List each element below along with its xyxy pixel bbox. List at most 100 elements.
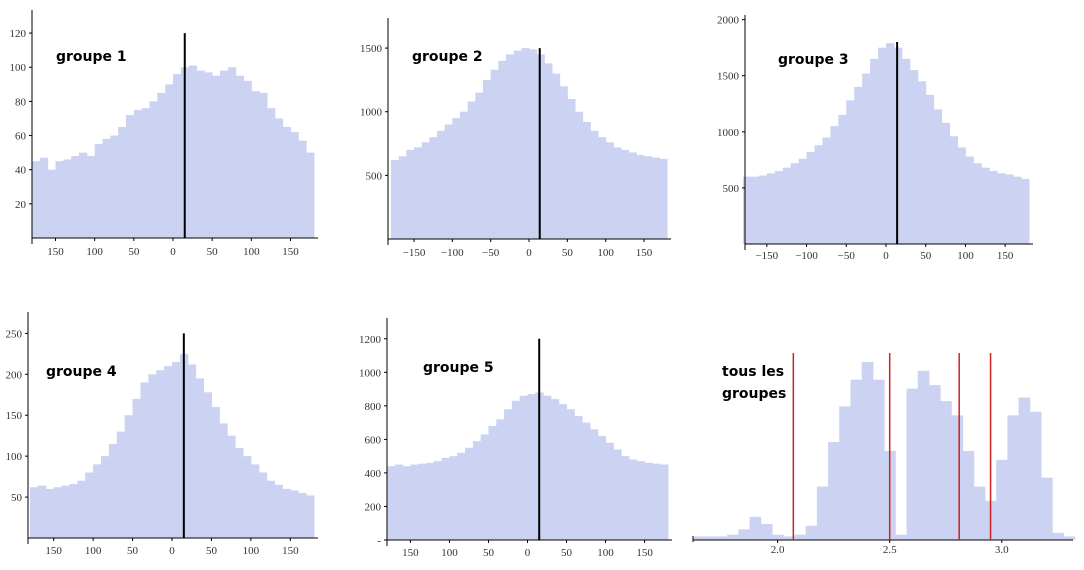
histogram-bar: [743, 176, 752, 244]
histogram-bar: [909, 70, 919, 244]
histogram-bar: [504, 409, 513, 540]
histogram-bar: [552, 73, 561, 239]
title-all-groups: tous les groupes: [722, 361, 786, 405]
histogram-bar: [513, 50, 522, 239]
histogram-bar: [575, 111, 584, 239]
x-tick-label: 150: [45, 545, 62, 557]
x-tick-label: 0: [883, 250, 889, 262]
histogram-bar: [989, 171, 998, 244]
x-tick-label: 50: [561, 547, 573, 559]
histogram-bar: [997, 173, 1006, 244]
histogram-bar: [267, 108, 276, 238]
y-tick-label: 1000: [359, 367, 382, 379]
histogram-bar: [79, 152, 88, 238]
histogram-bar: [391, 160, 400, 239]
histogram-bar: [47, 169, 56, 238]
histogram-bar: [772, 534, 784, 540]
histogram-bar: [566, 409, 575, 540]
histogram-bar: [132, 398, 141, 538]
y-tick-label: 1500: [717, 71, 740, 83]
histogram-bar: [45, 488, 55, 538]
histogram-bar: [441, 457, 450, 540]
x-tick-label: 0: [525, 547, 531, 559]
histogram-bar: [387, 466, 396, 540]
histogram-bar: [521, 48, 530, 239]
histogram-bar: [589, 429, 599, 540]
histogram-bar: [527, 394, 536, 540]
histogram-bar: [429, 137, 438, 239]
histogram-bar: [1029, 411, 1042, 540]
histogram-bar: [901, 58, 911, 244]
x-tick-label: −50: [838, 250, 856, 262]
histogram-bar: [790, 163, 800, 244]
histogram-bar: [558, 404, 568, 540]
histogram-bar: [156, 370, 165, 538]
y-tick-label: 200: [365, 501, 382, 513]
histogram-bar: [235, 447, 244, 538]
histogram-bar: [738, 529, 751, 540]
histogram-bar: [822, 137, 831, 244]
histogram-bar: [212, 75, 221, 239]
histogram-bar: [917, 370, 930, 540]
y-tick-label: 20: [15, 199, 27, 211]
histogram-bar: [157, 92, 166, 238]
histogram-bar: [480, 434, 489, 540]
y-tick-label: 250: [6, 328, 23, 340]
histogram-bar: [693, 536, 706, 540]
histogram-bar: [605, 442, 614, 540]
histogram-bar: [933, 109, 943, 245]
histogram-bar: [290, 132, 299, 238]
histogram-bar: [460, 111, 469, 239]
histogram-bar: [475, 92, 484, 240]
histogram-bar: [973, 486, 986, 540]
histogram-bar: [298, 492, 307, 538]
histogram-bar: [529, 49, 538, 240]
histogram-bar: [251, 91, 260, 238]
histogram-bar: [659, 158, 668, 239]
x-tick-label: −100: [795, 250, 818, 262]
histogram-bar: [433, 461, 443, 540]
x-tick-label: 100: [243, 545, 260, 557]
histogram-bar: [519, 395, 528, 540]
histogram-bar: [243, 80, 252, 239]
histogram-bar: [872, 379, 885, 540]
histogram-bar: [426, 462, 435, 540]
histogram-bar: [758, 175, 768, 244]
histogram-bar: [164, 366, 173, 538]
histogram-bar: [861, 361, 874, 540]
y-tick-label: 1000: [717, 127, 740, 139]
title-line-1: tous les: [722, 364, 785, 380]
histogram-bar: [816, 486, 829, 540]
histogram-bar: [1007, 415, 1020, 540]
histogram-bar: [274, 484, 283, 538]
y-tick-label: 1000: [360, 107, 383, 119]
histogram-bar: [805, 525, 818, 540]
histogram-bar: [644, 462, 653, 540]
y-tick-label: 120: [10, 28, 27, 40]
histogram-bar: [394, 464, 404, 540]
x-tick-label: 150: [282, 545, 299, 557]
histogram-bar: [37, 485, 47, 538]
histogram-bar: [140, 382, 149, 538]
histogram-bar: [559, 86, 568, 239]
histogram-bar: [973, 163, 982, 244]
histogram-bar: [870, 58, 879, 244]
y-tick-label: 1200: [359, 334, 382, 346]
histogram-bar: [421, 142, 430, 239]
histogram-bar: [749, 516, 762, 540]
histogram-bar: [211, 407, 220, 538]
histogram-bar: [940, 401, 952, 540]
histogram-bar: [63, 159, 72, 238]
histogram-bar: [227, 67, 237, 238]
histogram-bar: [766, 173, 776, 244]
histogram-bar: [878, 47, 887, 244]
histogram-bar: [582, 121, 591, 239]
x-tick-label: 100: [85, 545, 102, 557]
histogram-bar: [854, 86, 863, 245]
y-tick-label: 150: [6, 410, 23, 422]
y-tick-label: 500: [723, 183, 740, 195]
histogram-bar: [582, 422, 591, 540]
histogram-bar: [1063, 536, 1076, 540]
